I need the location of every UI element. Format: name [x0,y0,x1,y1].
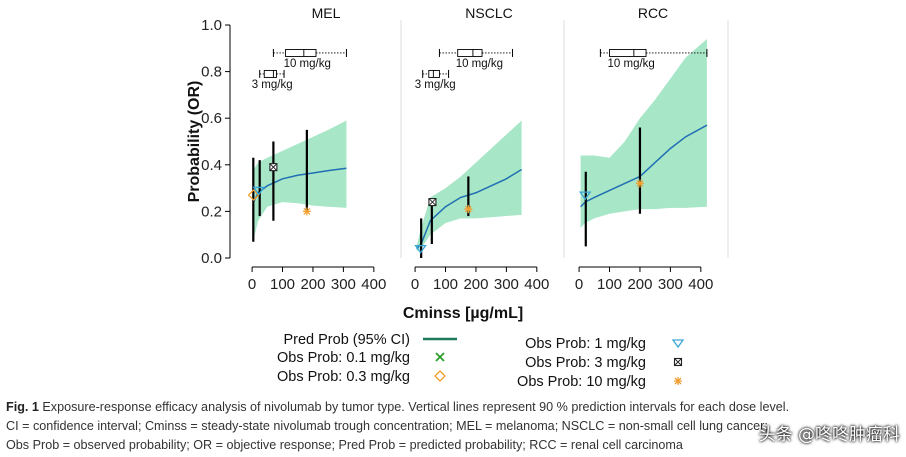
obs-point-0-1-mg [435,352,445,362]
ci-band [253,120,347,240]
obs-point-10-mg [635,179,644,188]
panel-title: NSCLC [465,5,512,21]
x-tick-label: 100 [597,276,622,293]
x-axis-title: Cminss [µg/mL] [403,305,523,322]
obs-point-10-mg [302,207,311,216]
pred-prob-line [580,124,708,208]
caption-text-1: Exposure-response efficacy analysis of n… [42,400,790,414]
x-tick-label: 0 [575,276,583,293]
x-tick-label: 400 [688,276,713,293]
exposure-box [609,49,647,57]
x-tick-label: 200 [627,276,652,293]
x-tick-label: 300 [658,276,683,293]
x-tick-label: 200 [300,276,325,293]
y-tick-label: 0.2 [201,203,222,220]
obs-point-1-mg [252,186,266,196]
watermark-text: 头条 @咚咚肿瘤科 [758,425,900,445]
obs-point-1-mg [578,191,592,201]
x-tick-label: 400 [361,276,386,293]
pred-prob-line [416,168,523,250]
exposure-box [457,49,483,57]
y-tick-label: 0.6 [201,110,222,127]
panel-rcc: RCC 10 mg/kg 0 100 200 300 400 [575,5,729,293]
x-tick-label: 200 [463,276,488,293]
legend-label: Obs Prob: 3 mg/kg [525,355,646,371]
exposure-box [263,69,277,78]
caption-line-3: Obs Prob = observed probability; OR = ob… [6,438,683,452]
obs-point-3-mg-cross [674,358,682,366]
figure-canvas: 0.0 0.2 0.4 0.6 0.8 1.0 Probability (OR) Cminss… [186,5,729,390]
exposure-box [285,49,317,57]
x-tick-label: 100 [270,276,295,293]
box-label: 3 mg/kg [252,79,293,91]
panel-title: RCC [638,5,668,21]
x-tick-label: 0 [411,276,419,293]
legend-label: Obs Prob: 10 mg/kg [517,374,646,390]
x-tick-label: 100 [433,276,458,293]
box-label: 10 mg/kg [608,58,655,70]
x-tick-label: 300 [494,276,519,293]
x-tick-label: 300 [331,276,356,293]
y-axis-title: Probability (OR) [186,81,203,203]
obs-point-3-mg-cross [270,163,277,171]
legend-label: Pred Prob (95% CI) [283,332,410,348]
legend: Pred Prob (95% CI) Obs Prob: 0.1 mg/kg Obs… [277,332,685,390]
obs-point-0-3-mg [247,189,260,202]
box-label: 10 mg/kg [284,58,331,70]
legend-label: Obs Prob: 1 mg/kg [525,336,646,352]
panel-nsclc: NSCLC 10 mg/kg3 mg/kg 0 100 200 300 400 [411,5,565,293]
caption-fig-label: Fig. 1 [6,400,39,414]
obs-point-10-mg [464,205,473,214]
obs-point-3-mg-cross [429,198,436,206]
ci-band [580,38,707,228]
panel-mel: MEL 10 mg/kg 3 mg/kg 0 100 200 300 400 [247,5,402,293]
caption-line-1: Fig. 1 Exposure-response efficacy analys… [6,398,886,417]
x-tick-label: 400 [524,276,549,293]
panel-title: MEL [312,5,341,21]
figure-caption: Fig. 1 Exposure-response efficacy analys… [6,398,886,455]
y-tick-label: 0.0 [201,250,222,267]
y-tick-label: 0.8 [201,64,222,81]
box-label: 10 mg/kg [456,58,503,70]
y-tick-label: 0.4 [201,157,222,174]
obs-point-0-3-mg [434,370,446,382]
y-tick-label: 1.0 [201,17,222,34]
x-tick-label: 0 [248,276,256,293]
obs-point-1-mg [671,339,685,349]
box-label: 3 mg/kg [415,79,456,91]
exposure-box [428,69,440,78]
caption-line-2: CI = confidence interval; Cminss = stead… [6,419,768,433]
obs-point-1-mg [414,245,427,254]
legend-label: Obs Prob: 0.3 mg/kg [277,369,410,385]
obs-point-10-mg [674,377,682,385]
legend-label: Obs Prob: 0.1 mg/kg [277,350,410,366]
